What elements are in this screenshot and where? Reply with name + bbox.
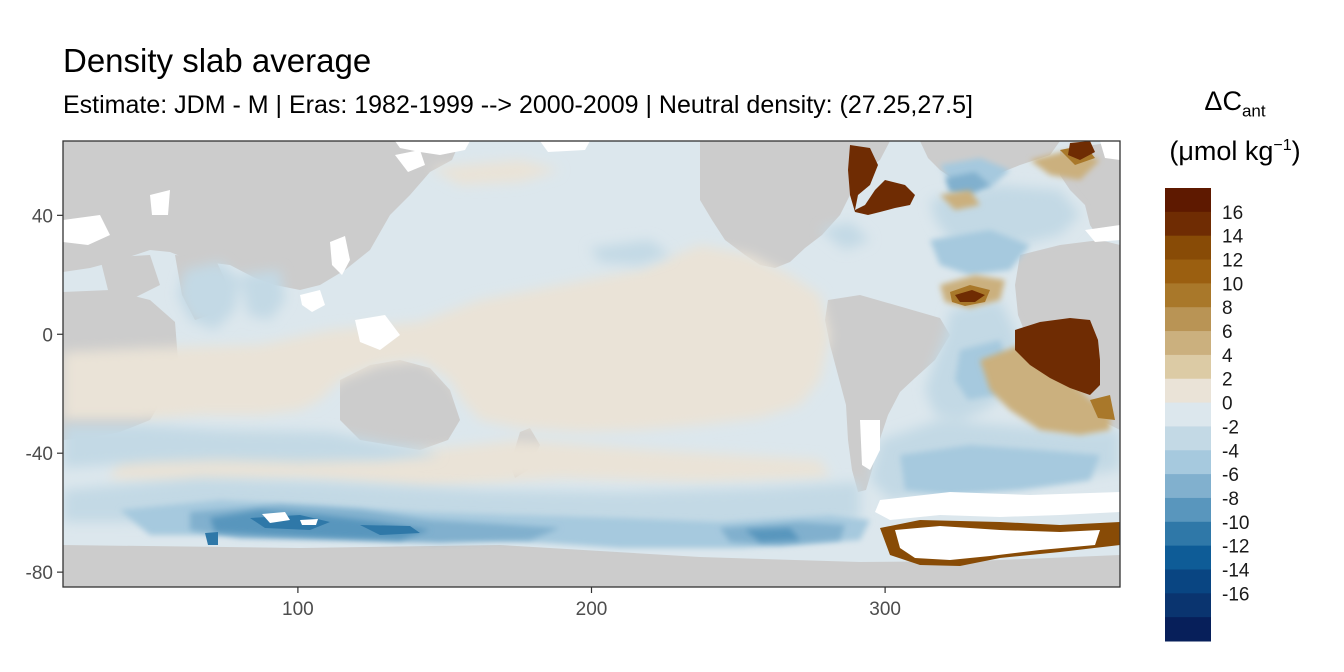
legend-swatch xyxy=(1165,211,1211,237)
legend-title-symbol: ΔC xyxy=(1204,86,1242,116)
legend-swatch xyxy=(1165,331,1211,356)
southern-white-patches xyxy=(262,512,318,525)
legend-swatch xyxy=(1165,354,1211,380)
legend-tick-label: -14 xyxy=(1222,560,1250,581)
legend-swatch xyxy=(1165,569,1211,594)
legend-tick-label: 14 xyxy=(1222,227,1244,248)
legend-swatch xyxy=(1165,259,1211,284)
legend-swatch xyxy=(1165,235,1211,261)
x-tick-label: 100 xyxy=(282,599,314,620)
legend-tick-label: 8 xyxy=(1222,298,1233,319)
legend-unit: (μmol kg−1) xyxy=(1160,136,1310,167)
y-tick-label: 40 xyxy=(32,206,53,227)
chart-title: Density slab average xyxy=(63,42,372,79)
legend-tick-label: -4 xyxy=(1222,441,1239,462)
legend-tick-label: 10 xyxy=(1222,274,1243,295)
northern-missing-strip xyxy=(395,141,470,155)
legend-unit-superscript: −1 xyxy=(1273,137,1292,154)
y-tick-label: -40 xyxy=(26,444,53,465)
legend-tick-label: -10 xyxy=(1222,513,1249,534)
legend-tick-label: -6 xyxy=(1222,465,1239,486)
legend-tick-label: -12 xyxy=(1222,537,1249,558)
legend-swatch xyxy=(1165,378,1211,404)
x-tick-label: 200 xyxy=(576,599,608,620)
legend-swatch xyxy=(1165,545,1211,570)
legend-swatch xyxy=(1165,450,1211,475)
legend-tick-label: 4 xyxy=(1222,346,1233,367)
legend-tick-label: -8 xyxy=(1222,489,1239,510)
y-tick-label: 0 xyxy=(42,325,53,346)
legend-tick-label: 12 xyxy=(1222,251,1243,272)
legend-title-subscript: ant xyxy=(1241,101,1266,121)
y-tick-label: -80 xyxy=(26,563,53,584)
legend-swatch xyxy=(1165,426,1211,451)
missing-data-regions xyxy=(63,141,1120,560)
x-tick-label: 300 xyxy=(869,599,901,620)
legend-colorbar xyxy=(1165,188,1211,642)
legend-swatch xyxy=(1165,188,1211,213)
legend-title: ΔCant xyxy=(1160,86,1310,121)
legend-tick-label: 0 xyxy=(1222,394,1233,415)
legend-swatch xyxy=(1165,617,1211,642)
legend-unit-suffix: ) xyxy=(1291,136,1301,166)
legend-swatch xyxy=(1165,283,1211,308)
atlantic-dark-brown-regions xyxy=(848,141,1100,395)
legend-swatch xyxy=(1165,474,1211,499)
y-axis: 40 0 -40 -80 xyxy=(26,206,63,584)
legend-swatch xyxy=(1165,402,1211,427)
legend-tick-label: -16 xyxy=(1222,584,1249,605)
legend-tick-label: 6 xyxy=(1222,322,1233,343)
legend-swatch xyxy=(1165,521,1211,547)
x-axis: 100 200 300 xyxy=(282,587,901,620)
legend-tick-label: 16 xyxy=(1222,203,1243,224)
legend-swatch xyxy=(1165,497,1211,523)
legend-swatch xyxy=(1165,593,1211,618)
chart-subtitle: Estimate: JDM - M | Eras: 1982-1999 --> … xyxy=(63,91,973,119)
legend-tick-label: 2 xyxy=(1222,370,1233,391)
legend-swatch xyxy=(1165,307,1211,332)
legend-tick-label: -2 xyxy=(1222,417,1239,438)
map-panel xyxy=(63,141,1120,587)
legend-unit-prefix: (μmol kg xyxy=(1169,136,1274,166)
